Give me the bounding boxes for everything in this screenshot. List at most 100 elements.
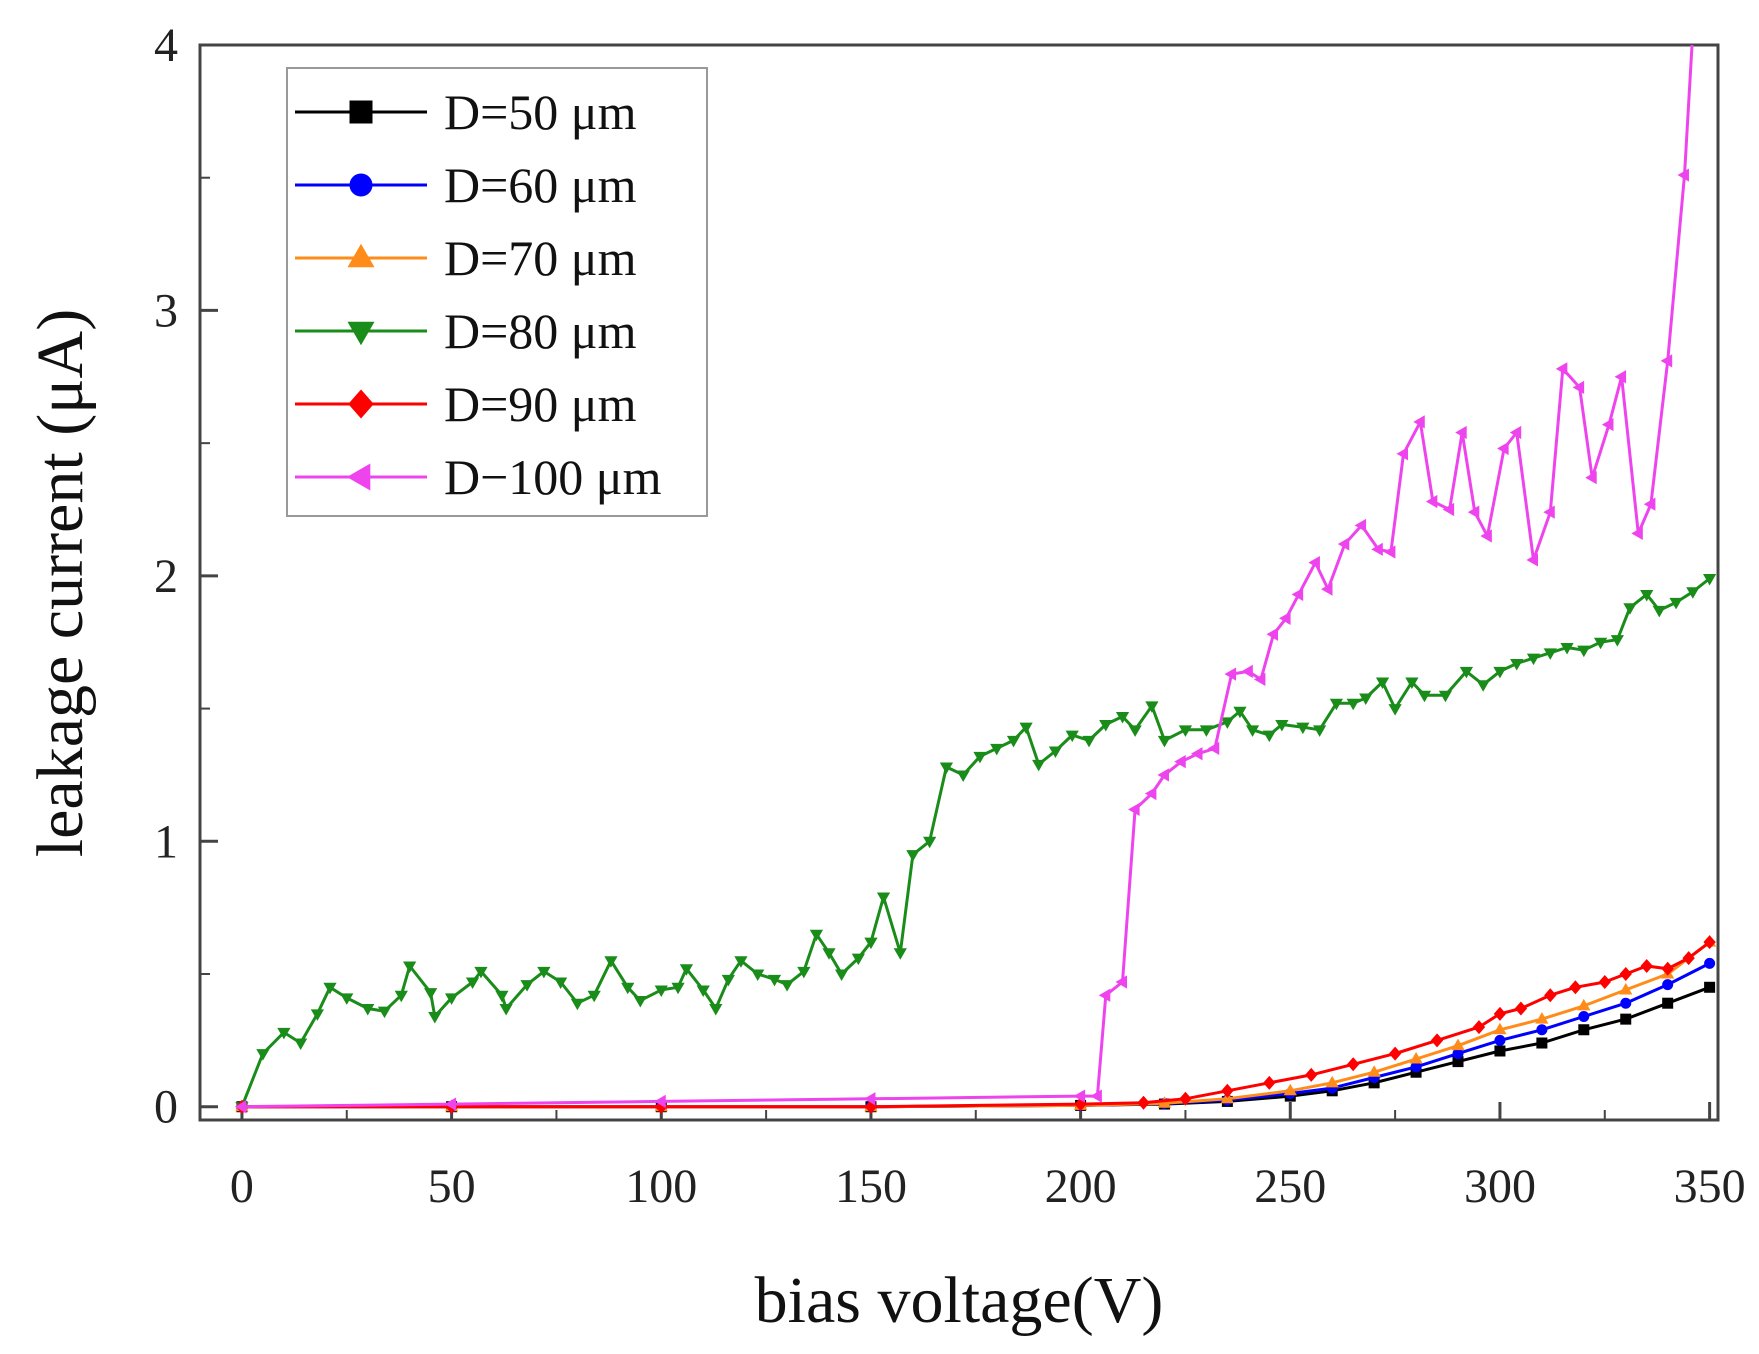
data-point xyxy=(1199,725,1214,737)
data-point xyxy=(424,988,438,1000)
data-point xyxy=(1275,720,1289,732)
data-point xyxy=(1536,1024,1548,1036)
data-point xyxy=(1371,542,1383,556)
data-point xyxy=(1128,725,1142,737)
data-point xyxy=(1291,587,1304,602)
data-point xyxy=(1279,611,1291,625)
data-point xyxy=(1224,667,1237,681)
data-point xyxy=(1409,1051,1423,1064)
legend-item: D−100 μm xyxy=(295,449,662,505)
data-point xyxy=(696,985,710,997)
data-point xyxy=(709,1004,723,1016)
data-point xyxy=(1703,935,1716,950)
data-point xyxy=(1569,980,1582,995)
data-point xyxy=(1430,1033,1444,1048)
data-point xyxy=(1514,1001,1528,1016)
data-point xyxy=(361,1004,375,1016)
data-point xyxy=(1467,505,1480,519)
data-point xyxy=(1476,680,1490,692)
data-point xyxy=(1620,997,1632,1009)
data-point xyxy=(1509,425,1522,440)
legend-item: D=50 μm xyxy=(295,84,637,140)
x-tick-label: 350 xyxy=(1674,1160,1746,1213)
data-point xyxy=(1388,704,1402,716)
legend-marker xyxy=(349,173,373,197)
data-point xyxy=(1662,997,1674,1009)
data-point xyxy=(893,948,907,960)
y-tick-label: 4 xyxy=(154,19,178,72)
data-point xyxy=(1207,741,1220,756)
series-1 xyxy=(236,957,1716,1113)
x-tick-label: 0 xyxy=(230,1160,254,1213)
data-point xyxy=(520,980,534,992)
series-4 xyxy=(235,935,1716,1114)
data-point xyxy=(654,985,668,997)
data-point xyxy=(1145,701,1159,713)
data-point xyxy=(1510,658,1524,671)
data-point xyxy=(1598,974,1611,989)
data-point xyxy=(864,937,878,950)
data-point xyxy=(1619,967,1632,982)
data-point xyxy=(1526,653,1541,666)
data-point xyxy=(767,974,782,987)
series-0 xyxy=(236,981,1716,1113)
legend: D=50 μm D=60 μm D=70 μm D=80 μm D=90 μm D−100… xyxy=(286,67,708,517)
data-point xyxy=(1179,1091,1192,1106)
data-point xyxy=(1577,998,1591,1011)
x-tick-label: 100 xyxy=(625,1160,697,1213)
data-point xyxy=(1578,1010,1590,1022)
data-point xyxy=(906,850,920,862)
data-point xyxy=(876,892,891,905)
data-point xyxy=(1669,597,1683,610)
data-point xyxy=(1048,746,1063,759)
data-point xyxy=(1325,1075,1339,1088)
data-point xyxy=(1157,768,1169,782)
data-point xyxy=(1305,1067,1318,1082)
data-point xyxy=(654,1094,666,1109)
data-point xyxy=(394,990,408,1003)
data-point xyxy=(1321,582,1333,596)
data-point xyxy=(1578,1024,1590,1036)
data-point xyxy=(1660,354,1673,368)
legend-item: D=70 μm xyxy=(295,230,637,286)
data-point xyxy=(956,770,970,782)
legend-item: D=90 μm xyxy=(295,376,637,432)
data-point xyxy=(1354,518,1367,533)
data-point xyxy=(1367,1065,1381,1077)
data-point xyxy=(1572,380,1585,395)
series-line xyxy=(240,577,1711,1108)
data-point xyxy=(1451,1038,1465,1051)
data-point xyxy=(851,953,865,966)
legend-label: D−100 μm xyxy=(444,449,662,505)
data-point xyxy=(1065,730,1079,743)
legend-marker xyxy=(346,463,371,491)
data-point xyxy=(1144,786,1157,801)
legend-label: D=70 μm xyxy=(444,230,637,286)
legend-label: D=60 μm xyxy=(444,157,637,213)
legend-marker xyxy=(347,321,375,346)
data-point xyxy=(1405,677,1419,690)
data-point xyxy=(973,751,987,764)
legend-marker xyxy=(347,243,375,268)
series-3 xyxy=(235,574,1717,1114)
data-point xyxy=(1241,664,1253,679)
data-point xyxy=(1620,1013,1632,1025)
data-point xyxy=(1493,1022,1507,1035)
data-point xyxy=(809,929,824,942)
data-point xyxy=(474,966,488,979)
data-point xyxy=(1459,666,1474,679)
data-point xyxy=(1455,425,1467,440)
data-point xyxy=(444,993,459,1005)
data-point xyxy=(671,982,685,995)
data-point xyxy=(1283,1083,1297,1096)
data-point xyxy=(495,990,509,1003)
data-point xyxy=(1263,1075,1276,1090)
data-point xyxy=(1438,690,1453,703)
data-point xyxy=(1544,988,1557,1003)
data-point xyxy=(1359,693,1373,705)
series-2 xyxy=(235,935,1717,1112)
data-point xyxy=(1128,802,1140,817)
y-tick-label: 3 xyxy=(154,284,178,337)
data-point xyxy=(1480,529,1492,543)
